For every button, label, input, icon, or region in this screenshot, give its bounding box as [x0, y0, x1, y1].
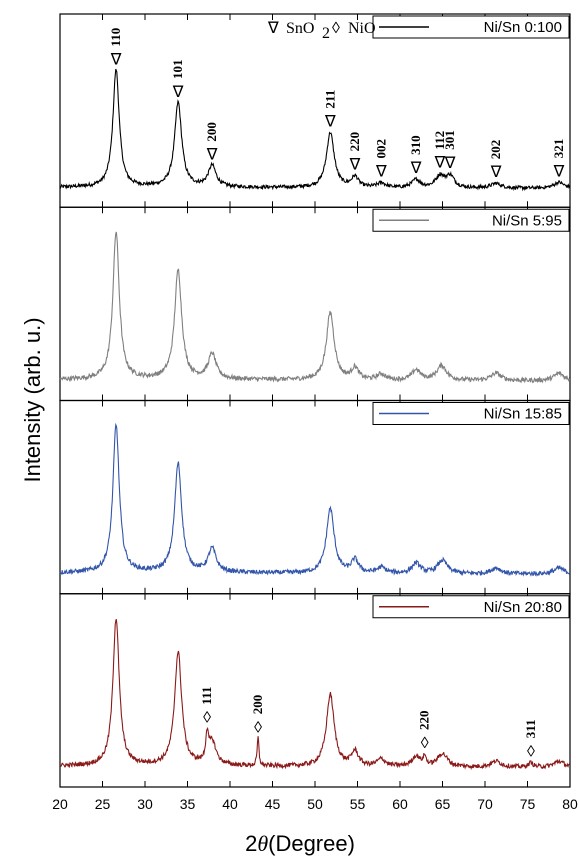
peak-annotation: ∇ 002: [373, 139, 388, 181]
peak-annotation: ∇ 310: [408, 135, 423, 177]
nio-legend-symbol: ◊: [332, 20, 340, 37]
peak-annotation: ∇ 301: [442, 130, 457, 172]
marker-legend: ∇ SnO 2 ◊ NiO: [267, 20, 376, 42]
peak-label: 202: [488, 140, 503, 160]
peak-marker: ∇: [172, 84, 184, 101]
legend-2: Ni/Sn 15:85: [372, 402, 570, 425]
series-line-0: [59, 68, 571, 192]
x-tick-label: 70: [477, 796, 493, 812]
peak-annotation: ◊ 200: [250, 695, 265, 737]
x-tick-label: 35: [180, 796, 196, 812]
peak-marker: ◊: [527, 743, 535, 760]
peak-annotation: ◊ 220: [417, 710, 432, 752]
peak-label: 220: [417, 710, 432, 730]
legend-label: Ni/Sn 15:85: [484, 406, 562, 423]
peak-marker: ◊: [254, 719, 262, 736]
nio-legend-label: NiO: [348, 20, 376, 37]
x-tick-label: 30: [137, 796, 153, 812]
panel-1: Ni/Sn 5:95: [59, 206, 571, 402]
legend-label: Ni/Sn 20:80: [484, 599, 562, 616]
peak-annotation: ∇ 202: [488, 140, 503, 182]
peak-marker: ∇: [375, 163, 387, 180]
peak-annotation: ∇ 200: [204, 122, 219, 164]
peak-annotation: ∇ 112: [432, 131, 447, 172]
panel-0: Ni/Sn 0:100∇110∇101∇200 ∇211∇220∇002∇310∇…: [59, 13, 571, 208]
x-tick-label: 50: [307, 796, 323, 812]
peak-label: 002: [373, 139, 388, 159]
peak-marker: ◊: [421, 735, 429, 752]
legend-box: [372, 15, 570, 39]
legend-0: Ni/Sn 0:100: [372, 15, 570, 39]
peak-marker: ∇: [349, 156, 361, 173]
peak-annotation: ◊ 311: [523, 720, 538, 761]
peak-label: 220: [347, 132, 362, 152]
panel-frame: [59, 399, 571, 595]
peak-label: 200: [204, 122, 219, 142]
x-tick-label: 20: [52, 796, 68, 812]
peak-label: 112: [432, 131, 447, 150]
peak-label: 110: [108, 28, 123, 47]
x-tick-label: 60: [392, 796, 408, 812]
peak-marker: ∇: [490, 164, 502, 181]
peak-label: 311: [523, 720, 538, 739]
panel-3: Ni/Sn 20:80 ◊ 111 ◊ 200 ◊ 220 ◊ 311: [59, 593, 571, 788]
panel-2: Ni/Sn 15:85: [59, 399, 571, 595]
x-tick-label: 45: [265, 796, 281, 812]
peak-marker: ∇: [110, 52, 122, 69]
peak-marker: ∇: [324, 114, 336, 131]
panel-frame: [59, 593, 571, 788]
series-line-3: [59, 619, 571, 771]
sno2-legend-subscript: 2: [322, 25, 330, 42]
peak-marker: ∇: [410, 160, 422, 177]
legend-label: Ni/Sn 0:100: [484, 19, 562, 36]
peak-label: 301: [442, 130, 457, 150]
x-axis-title: 2θ(Degree): [245, 831, 355, 856]
x-tick-label: 75: [520, 796, 536, 812]
x-tick-label: 40: [222, 796, 238, 812]
x-axis-title-prefix: 2: [245, 831, 257, 856]
sno2-legend-label: SnO: [286, 20, 314, 37]
x-axis-title-suffix: (Degree): [268, 831, 355, 856]
peak-annotation: ∇ 211: [322, 90, 337, 131]
x-axis-title-theta: θ: [257, 831, 268, 856]
x-tick-label: 25: [95, 796, 111, 812]
sno2-legend-symbol: ∇: [267, 20, 279, 37]
peak-marker: ∇: [206, 147, 218, 164]
legend-3: Ni/Sn 20:80: [372, 595, 570, 619]
peak-annotation: ∇ 110: [108, 28, 123, 69]
x-tick-label: 80: [562, 796, 578, 812]
x-tick-label: 65: [435, 796, 451, 812]
peak-annotation: ∇ 321: [551, 139, 566, 181]
panel-frame: [59, 206, 571, 402]
series-line-1: [59, 231, 571, 384]
y-axis-title: Intensity (arb. u.): [20, 317, 45, 482]
peak-annotation: ∇ 101: [170, 59, 185, 101]
series-line-2: [59, 422, 570, 577]
peak-label: 200: [250, 695, 265, 715]
legend-box: [372, 402, 570, 425]
peak-marker: ∇: [444, 155, 456, 172]
peak-annotation: ∇ 220: [347, 132, 362, 174]
peak-marker: ∇: [553, 163, 565, 180]
peak-label: 211: [322, 90, 337, 109]
peak-marker: ◊: [203, 710, 211, 727]
x-tick-label: 55: [350, 796, 366, 812]
peak-label: 111: [199, 687, 214, 705]
legend-box: [372, 208, 570, 232]
peak-label: 310: [408, 135, 423, 155]
peak-marker: ∇: [434, 155, 446, 172]
legend-box: [372, 595, 570, 619]
legend-label: Ni/Sn 5:95: [492, 212, 562, 229]
peak-label: 321: [551, 139, 566, 159]
legend-1: Ni/Sn 5:95: [372, 208, 570, 232]
peak-annotation: ◊ 111: [199, 687, 214, 727]
peak-label: 101: [170, 59, 185, 79]
